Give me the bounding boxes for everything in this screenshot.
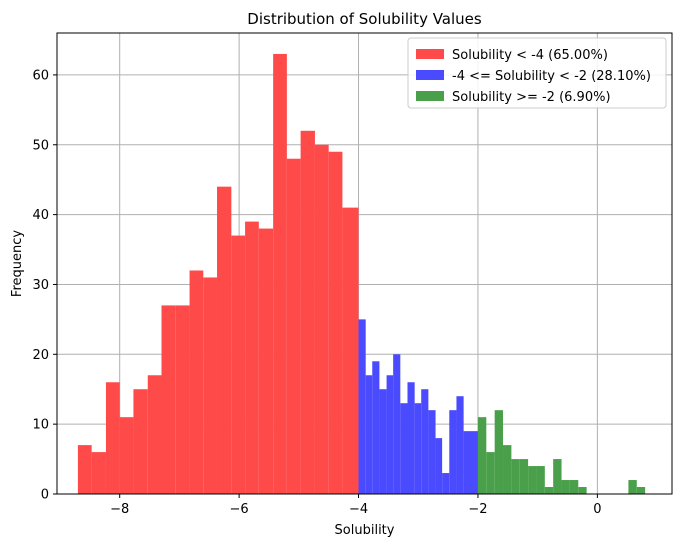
legend-entry-label: Solubility < -4 (65.00%) [452, 48, 608, 63]
y-tick-label: 10 [32, 418, 49, 433]
histogram-bar-series-3 [494, 410, 504, 494]
histogram-bar-series-1 [77, 445, 92, 494]
histogram-bar-series-2 [400, 403, 408, 494]
y-tick-label: 20 [32, 348, 49, 363]
histogram-bar-series-2 [407, 382, 415, 494]
histogram-bar-series-2 [428, 410, 436, 494]
histogram-bar-series-1 [328, 151, 343, 494]
histogram-bar-series-1 [91, 452, 106, 494]
histogram-bar-series-2 [393, 354, 401, 494]
histogram-bar-series-1 [105, 382, 120, 494]
histogram-bar-series-1 [314, 144, 329, 494]
histogram-bar-series-2 [379, 389, 387, 494]
histogram-bar-series-1 [258, 228, 274, 495]
legend-swatch [416, 49, 444, 59]
legend: Solubility < -4 (65.00%) -4 <= Solubility… [407, 37, 667, 109]
histogram-bar-series-1 [300, 130, 315, 494]
histogram-bar-series-3 [628, 480, 637, 494]
histogram-bar-series-3 [569, 480, 579, 494]
x-axis-label: Solubility [335, 523, 395, 538]
histogram-bar-series-1 [119, 417, 134, 494]
histogram-bar-series-2 [435, 438, 443, 494]
x-tick-label: −2 [468, 502, 487, 517]
histogram-bar-series-2 [449, 410, 457, 494]
histogram-bar-series-1 [273, 53, 287, 495]
histogram-bar-series-1 [189, 270, 204, 494]
histogram-bar-series-1 [147, 375, 162, 494]
histogram-bar-series-2 [372, 361, 380, 494]
histogram-bar-series-3 [528, 466, 537, 494]
legend-swatch [416, 70, 444, 80]
histogram-bar-series-2 [414, 403, 422, 494]
histogram-bar-series-2 [442, 473, 450, 494]
histogram-bar-series-1 [175, 305, 190, 494]
histogram-bar-series-1 [245, 221, 259, 494]
histogram-bar-series-2 [456, 396, 464, 494]
histogram-bar-series-3 [553, 459, 562, 494]
legend-box [407, 37, 667, 109]
histogram-bar-series-1 [217, 186, 232, 494]
y-axis-label: Frequency [10, 230, 25, 297]
histogram-bar-series-3 [519, 459, 529, 494]
histogram-bars [77, 53, 646, 495]
y-tick-label: 30 [32, 278, 49, 293]
y-tick-label: 0 [41, 488, 49, 503]
x-tick-label: −4 [349, 502, 368, 517]
histogram-bar-series-3 [578, 487, 587, 494]
histogram-bar-series-2 [421, 389, 429, 494]
histogram-bar-series-1 [342, 207, 359, 494]
histogram-bar-series-3 [636, 487, 646, 494]
y-tick-label: 40 [32, 208, 49, 223]
histogram-bar-series-2 [365, 375, 373, 494]
histogram-bar-series-3 [477, 417, 487, 494]
plot-area-frame [56, 32, 673, 495]
histogram-bar-series-3 [511, 459, 520, 494]
legend-entry-label: Solubility >= -2 (6.90%) [452, 90, 611, 105]
histogram-bar-series-3 [544, 487, 554, 494]
x-tick-label: 0 [593, 502, 601, 517]
histogram-bar-series-3 [486, 452, 495, 494]
y-tick-label: 60 [32, 68, 49, 83]
histogram-bar-series-1 [231, 235, 246, 494]
x-tick-label: −6 [230, 502, 249, 517]
axis-ticks: −8 −6 −4 −2 0 0 10 20 30 40 50 60 [32, 68, 601, 517]
histogram-bar-series-3 [536, 466, 545, 494]
histogram-bar-series-1 [286, 158, 301, 494]
histogram-bar-series-3 [503, 445, 512, 494]
histogram-bar-series-2 [463, 431, 478, 494]
histogram-bar-series-1 [161, 305, 176, 494]
legend-swatch [416, 91, 444, 101]
x-tick-label: −8 [110, 502, 129, 517]
histogram-bar-series-1 [203, 277, 218, 494]
histogram-bar-series-2 [358, 319, 366, 494]
histogram-bar-series-1 [133, 389, 148, 494]
y-tick-label: 50 [32, 138, 49, 153]
histogram-bar-series-3 [561, 480, 570, 494]
histogram-bar-series-2 [386, 375, 394, 494]
chart-title: Distribution of Solubility Values [247, 10, 482, 28]
legend-entry-label: -4 <= Solubility < -2 (28.10%) [452, 69, 651, 84]
